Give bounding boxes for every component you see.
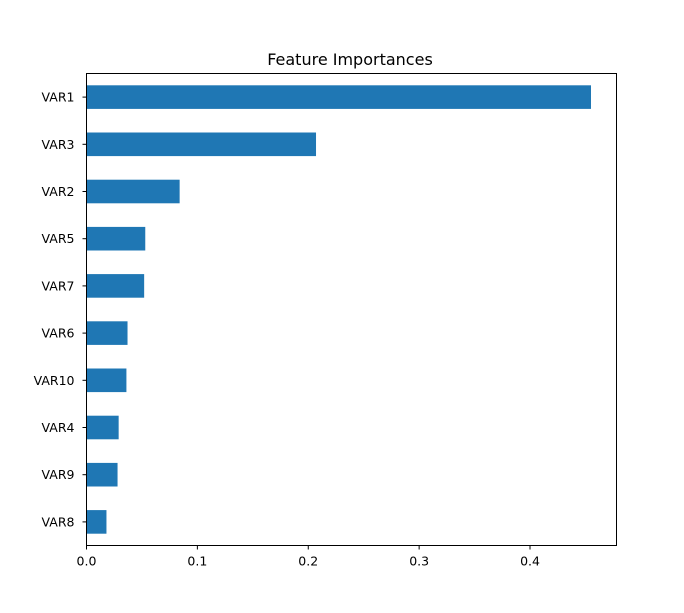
bar-var9 bbox=[86, 462, 118, 487]
x-tick-label: 0.1 bbox=[187, 554, 207, 569]
bar-var6 bbox=[86, 321, 128, 345]
y-tick-label: VAR3 bbox=[42, 137, 75, 152]
x-tick-label: 0.4 bbox=[520, 554, 540, 569]
y-tick-label: VAR5 bbox=[42, 231, 75, 246]
chart-title: Feature Importances bbox=[267, 50, 433, 69]
plot-frame bbox=[86, 73, 617, 546]
y-tick-label: VAR6 bbox=[42, 326, 75, 341]
bar-var8 bbox=[86, 510, 107, 534]
x-ticks: 0.0 0.1 0.2 0.3 0.4 bbox=[77, 545, 540, 569]
y-tick-label: VAR8 bbox=[42, 514, 75, 529]
y-tick-label: VAR9 bbox=[42, 467, 75, 482]
y-tick-labels: VAR1 VAR3 VAR2 VAR5 VAR7 VAR6 VAR10 VAR4 VAR9 VAR… bbox=[34, 90, 87, 529]
y-tick-label: VAR2 bbox=[42, 184, 75, 199]
bars bbox=[86, 85, 591, 534]
bar-var2 bbox=[86, 179, 180, 204]
y-tick-label: VAR10 bbox=[34, 373, 75, 388]
bar-var4 bbox=[86, 415, 119, 440]
bar-var1 bbox=[86, 85, 591, 109]
bar-var7 bbox=[86, 274, 145, 298]
bar-var5 bbox=[86, 226, 146, 251]
bar-var10 bbox=[86, 368, 127, 393]
bar-var3 bbox=[86, 132, 317, 157]
y-tick-label: VAR1 bbox=[42, 90, 75, 105]
y-tick-label: VAR7 bbox=[42, 278, 75, 293]
y-tick-label: VAR4 bbox=[42, 420, 75, 435]
x-tick-label: 0.3 bbox=[409, 554, 429, 569]
x-tick-label: 0.2 bbox=[298, 554, 318, 569]
x-tick-label: 0.0 bbox=[77, 554, 97, 569]
